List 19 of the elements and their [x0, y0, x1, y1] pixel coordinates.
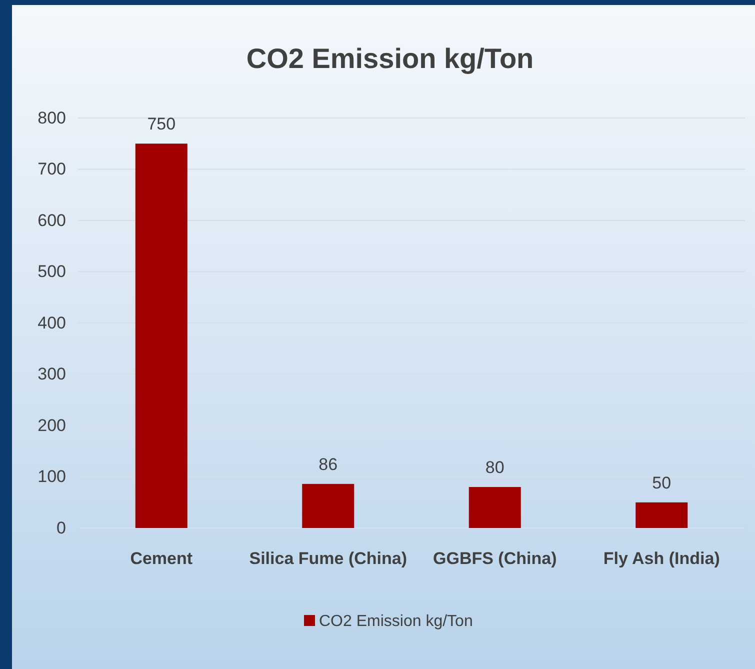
y-tick-label: 500 — [38, 262, 66, 282]
x-tick-label: Silica Fume (China) — [249, 549, 407, 568]
y-tick-label: 400 — [38, 313, 66, 332]
x-tick-label: Cement — [130, 549, 193, 568]
y-tick-label: 800 — [38, 108, 66, 128]
y-tick-label: 200 — [38, 416, 66, 435]
data-label: 80 — [485, 458, 504, 477]
data-label: 50 — [652, 473, 672, 492]
legend-label: CO2 Emission kg/Ton — [319, 613, 473, 630]
x-tick-label: GGBFS (China) — [433, 549, 557, 568]
y-tick-label: 700 — [38, 160, 66, 179]
y-tick-label: 0 — [56, 518, 66, 538]
data-label: 86 — [318, 454, 338, 474]
chart-title: CO2 Emission kg/Ton — [246, 43, 534, 74]
y-tick-label: 600 — [38, 210, 66, 230]
y-tick-label: 300 — [38, 364, 66, 384]
data-label: 750 — [147, 114, 176, 134]
y-tick-label: 100 — [38, 467, 66, 486]
x-tick-label: Fly Ash (India) — [603, 549, 720, 568]
